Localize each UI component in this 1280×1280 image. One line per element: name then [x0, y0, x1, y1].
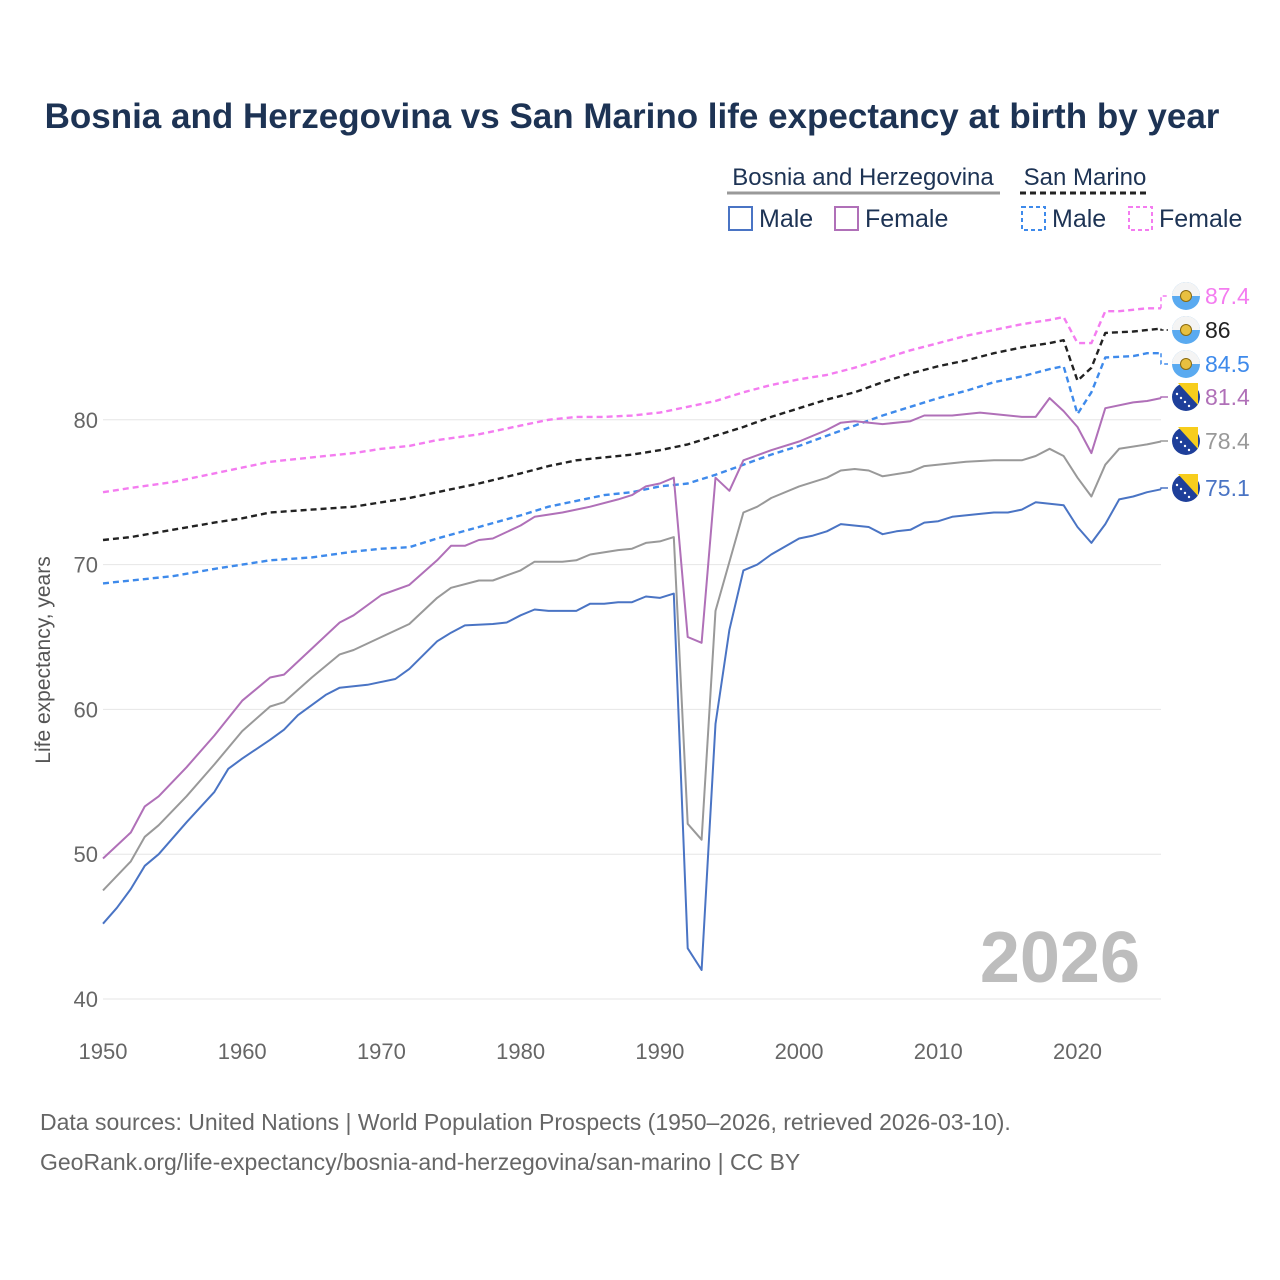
flag-star	[1183, 400, 1187, 404]
y-axis-title: Life expectancy, years	[32, 556, 55, 763]
legend-group-bosnia: Bosnia and Herzegovina	[732, 164, 994, 191]
end-connector	[1160, 295, 1168, 309]
flag-star	[1187, 495, 1191, 499]
flag-emblem	[1180, 324, 1192, 336]
flag-star	[1183, 444, 1187, 448]
flag-emblem	[1180, 358, 1192, 370]
end-label-bosnia-and-herzegovina-both: 78.4	[1205, 428, 1250, 454]
legend: Bosnia and Herzegovina San Marino Male F…	[727, 164, 1242, 233]
flag-star	[1175, 483, 1179, 487]
series-line-san-marino-both	[102, 327, 1162, 542]
end-label-san-marino-both: 86	[1205, 317, 1231, 343]
x-tick-label: 2010	[914, 1039, 963, 1064]
series-line-san-marino-male	[102, 352, 1161, 585]
x-tick-label: 1950	[79, 1039, 128, 1064]
flag-star	[1175, 392, 1179, 396]
end-connector	[1160, 440, 1168, 442]
x-tick-label: 1960	[218, 1039, 267, 1064]
end-labels: 87.4 86 84.5 81.4 78.4 75.1	[1160, 282, 1250, 502]
end-connector	[1160, 353, 1168, 365]
end-connector	[1160, 328, 1168, 331]
flag-star	[1187, 404, 1191, 408]
end-connector	[1160, 487, 1168, 490]
end-label-san-marino-female: 87.4	[1205, 283, 1250, 309]
flag-triangle	[1178, 474, 1198, 496]
flag-triangle	[1178, 427, 1198, 449]
y-axis-ticks: 40 50 60 70 80	[74, 408, 98, 1012]
x-tick-label: 1970	[357, 1039, 406, 1064]
flag-star	[1175, 436, 1179, 440]
end-connector	[1160, 396, 1168, 399]
x-tick-label: 1990	[635, 1039, 684, 1064]
series-line-bosnia-and-herzegovina-both	[102, 440, 1162, 892]
series-line-bosnia-and-herzegovina-female	[102, 397, 1162, 860]
y-tick-label: 80	[74, 408, 98, 433]
x-tick-label: 2020	[1053, 1039, 1102, 1064]
legend-label-san-marino-female: Female	[1159, 205, 1242, 233]
legend-swatch-bosnia-female	[834, 206, 859, 231]
series-lines	[102, 307, 1162, 971]
legend-label-san-marino-male: Male	[1052, 205, 1106, 233]
source-line-2: GeoRank.org/life-expectancy/bosnia-and-h…	[40, 1149, 800, 1175]
legend-group-san-marino: San Marino	[1024, 164, 1147, 191]
source-line-1: Data sources: United Nations | World Pop…	[40, 1109, 1011, 1135]
y-tick-label: 50	[74, 842, 98, 867]
end-label-bosnia-and-herzegovina-female: 81.4	[1205, 384, 1250, 410]
year-watermark: 2026	[980, 918, 1140, 998]
flag-star	[1179, 396, 1183, 400]
y-tick-label: 60	[74, 697, 98, 722]
flag-white-half	[1172, 282, 1200, 296]
legend-label-bosnia-male: Male	[759, 205, 813, 233]
flag-star	[1179, 440, 1183, 444]
y-tick-label: 70	[74, 553, 98, 578]
flag-white-half	[1172, 350, 1200, 364]
gridlines	[103, 419, 1161, 1000]
end-label-san-marino-male: 84.5	[1205, 351, 1250, 377]
flag-star	[1183, 491, 1187, 495]
flag-white-half	[1172, 316, 1200, 330]
end-label-bosnia-and-herzegovina-male: 75.1	[1205, 475, 1250, 501]
x-tick-label: 2000	[775, 1039, 824, 1064]
flag-star	[1179, 487, 1183, 491]
flag-star	[1187, 448, 1191, 452]
x-tick-label: 1980	[496, 1039, 545, 1064]
flag-emblem	[1180, 290, 1192, 302]
y-tick-label: 40	[74, 987, 98, 1012]
flag-triangle	[1178, 383, 1198, 405]
x-axis-ticks: 1950 1960 1970 1980 1990 2000 2010 2020	[79, 1039, 1102, 1064]
chart-title: Bosnia and Herzegovina vs San Marino lif…	[45, 97, 1220, 136]
legend-swatch-bosnia-male	[728, 206, 753, 231]
legend-swatch-san-marino-female	[1128, 206, 1153, 231]
series-line-bosnia-and-herzegovina-male	[102, 488, 1162, 971]
series-line-san-marino-female	[102, 307, 1161, 494]
legend-label-bosnia-female: Female	[865, 205, 948, 233]
legend-swatch-san-marino-male	[1021, 206, 1046, 231]
